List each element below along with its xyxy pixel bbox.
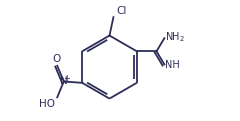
Text: HO: HO	[39, 99, 55, 109]
Text: N: N	[60, 76, 68, 86]
Text: NH$_2$: NH$_2$	[165, 31, 185, 44]
Text: Cl: Cl	[116, 6, 126, 16]
Text: +: +	[64, 74, 71, 83]
Text: O: O	[53, 54, 61, 64]
Text: NH: NH	[165, 60, 180, 70]
